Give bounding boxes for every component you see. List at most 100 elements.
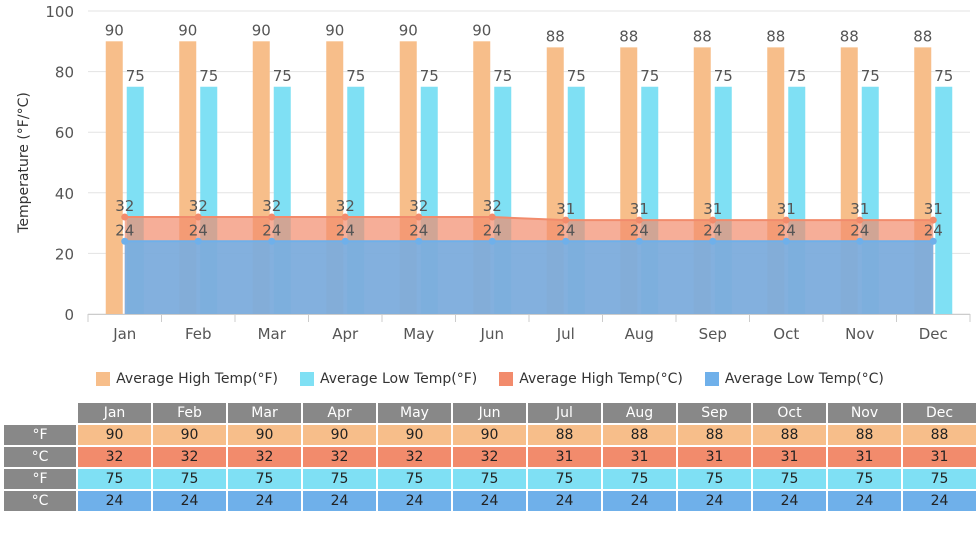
table-cell: 24 xyxy=(228,491,301,511)
table-month-header: Mar xyxy=(228,403,301,423)
data-label-low-c: 24 xyxy=(850,221,869,239)
table-cell: 90 xyxy=(78,425,151,445)
table-cell: 31 xyxy=(603,447,676,467)
data-label-high-f: 88 xyxy=(840,27,859,45)
data-label-high-c: 32 xyxy=(409,197,428,215)
data-label-low-c: 24 xyxy=(262,221,281,239)
data-label-high-f: 88 xyxy=(546,27,565,45)
table-month-header: Nov xyxy=(828,403,901,423)
data-label-high-c: 31 xyxy=(850,200,869,218)
table-cell: 32 xyxy=(378,447,451,467)
table-cell: 24 xyxy=(528,491,601,511)
table-cell: 90 xyxy=(153,425,226,445)
table-cell: 24 xyxy=(378,491,451,511)
data-label-high-f: 90 xyxy=(399,21,418,39)
legend-swatch xyxy=(300,372,315,386)
table-unit-label: °F xyxy=(4,469,76,489)
x-tick-label: Jan xyxy=(112,325,136,343)
table-cell: 24 xyxy=(678,491,751,511)
data-label-low-c: 24 xyxy=(336,221,355,239)
data-label-low-c: 24 xyxy=(777,221,796,239)
data-label-high-f: 88 xyxy=(693,27,712,45)
legend-item[interactable]: Average Low Temp(°F) xyxy=(300,371,477,387)
table-cell: 31 xyxy=(528,447,601,467)
table-month-header: Jul xyxy=(528,403,601,423)
data-label-low-c: 24 xyxy=(556,221,575,239)
data-label-high-c: 31 xyxy=(556,200,575,218)
y-axis-title: Temperature (°F/°C) xyxy=(16,92,32,234)
table-row: °C 24 24 24 24 24 24 24 24 24 24 24 24 xyxy=(4,491,976,511)
data-label-low-f: 75 xyxy=(199,67,218,85)
table-cell: 75 xyxy=(78,469,151,489)
table-month-header: Dec xyxy=(903,403,976,423)
y-tick-label: 20 xyxy=(55,245,74,263)
data-label-low-c: 24 xyxy=(483,221,502,239)
y-tick-label: 40 xyxy=(55,185,74,203)
point-low-c xyxy=(194,237,202,245)
point-low-c xyxy=(562,237,570,245)
table-month-header: Feb xyxy=(153,403,226,423)
y-tick-label: 0 xyxy=(64,306,74,324)
table-cell: 88 xyxy=(603,425,676,445)
data-label-low-f: 75 xyxy=(787,67,806,85)
table-cell: 24 xyxy=(753,491,826,511)
point-high-c xyxy=(929,216,937,224)
x-tick-label: Mar xyxy=(258,325,287,343)
legend-item[interactable]: Average Low Temp(°C) xyxy=(704,371,884,387)
table-cell: 24 xyxy=(78,491,151,511)
table-row: °C 32 32 32 32 32 32 31 31 31 31 31 31 xyxy=(4,447,976,467)
data-label-low-f: 75 xyxy=(567,67,586,85)
point-low-c xyxy=(635,237,643,245)
temperature-chart: 0 20 40 60 80 100 Temperature (°F/°C) 90 75 32 24 9… xyxy=(16,3,971,343)
table-month-header: Jun xyxy=(453,403,526,423)
legend-label: Average Low Temp(°F) xyxy=(320,371,478,387)
table-header-row: Jan Feb Mar Apr May Jun Jul Aug Sep Oct Nov Dec xyxy=(4,403,976,423)
area-low-c xyxy=(124,241,934,314)
data-label-high-c: 31 xyxy=(924,200,943,218)
table-cell: 75 xyxy=(303,469,376,489)
line-high-c xyxy=(124,216,934,222)
point-high-c xyxy=(709,216,717,224)
data-label-high-f: 88 xyxy=(766,27,785,45)
table-row: °F 90 90 90 90 90 90 88 88 88 88 88 88 xyxy=(4,425,976,445)
table-cell: 24 xyxy=(303,491,376,511)
point-high-c xyxy=(782,216,790,224)
data-label-high-c: 32 xyxy=(336,197,355,215)
x-tick-label: Sep xyxy=(699,325,727,343)
point-high-c xyxy=(562,216,570,224)
data-label-high-f: 90 xyxy=(105,21,124,39)
legend-label: Average High Temp(°F) xyxy=(116,371,279,387)
table-cell: 90 xyxy=(228,425,301,445)
point-low-c xyxy=(488,237,496,245)
x-tick-label: Jun xyxy=(480,325,504,343)
table-cell: 75 xyxy=(753,469,826,489)
table-cell: 88 xyxy=(528,425,601,445)
point-high-c xyxy=(488,213,496,221)
table-cell: 75 xyxy=(528,469,601,489)
legend-item[interactable]: Average High Temp(°F) xyxy=(96,371,278,387)
table-cell: 31 xyxy=(828,447,901,467)
legend-swatch xyxy=(499,372,514,386)
table-unit-label: °C xyxy=(4,491,76,511)
point-low-c xyxy=(268,237,276,245)
table-cell: 88 xyxy=(828,425,901,445)
point-low-c xyxy=(415,237,423,245)
temperature-table: Jan Feb Mar Apr May Jun Jul Aug Sep Oct Nov Dec °F 9… xyxy=(2,401,978,513)
table-unit-label: °C xyxy=(4,447,76,467)
legend-item[interactable]: Average High Temp(°C) xyxy=(499,371,683,387)
table-month-header: Jan xyxy=(78,403,151,423)
table-cell: 90 xyxy=(453,425,526,445)
table-cell: 75 xyxy=(603,469,676,489)
table-row: °F 75 75 75 75 75 75 75 75 75 75 75 75 xyxy=(4,469,976,489)
data-label-high-c: 31 xyxy=(703,200,722,218)
data-label-low-f: 75 xyxy=(714,67,733,85)
table-cell: 31 xyxy=(678,447,751,467)
table-cell: 75 xyxy=(678,469,751,489)
table-cell: 24 xyxy=(828,491,901,511)
point-high-c xyxy=(415,213,423,221)
table-cell: 75 xyxy=(228,469,301,489)
table-month-header: May xyxy=(378,403,451,423)
x-tick-label: Aug xyxy=(625,325,654,343)
legend-label: Average High Temp(°C) xyxy=(519,371,683,387)
table-corner xyxy=(4,403,76,423)
